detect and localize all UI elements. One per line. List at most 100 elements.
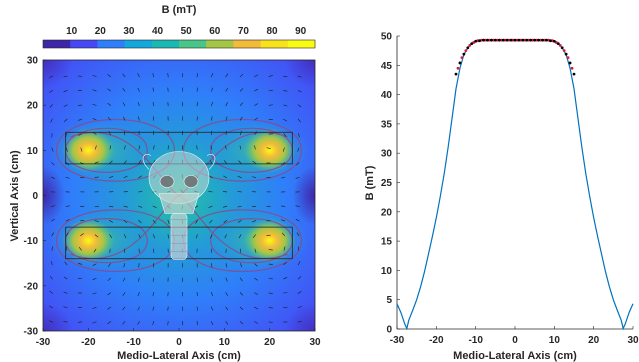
measured-point [545, 38, 548, 42]
line-x-tick-label: -30 [390, 335, 405, 346]
measured-point [478, 39, 481, 43]
heatmap-x-tick-label: 10 [219, 337, 231, 348]
heatmap-field [43, 60, 315, 331]
heatmap-x-tick-label: -30 [36, 337, 51, 348]
line-y-tick-label: 45 [381, 61, 393, 72]
line-y-tick-label: 30 [381, 149, 393, 160]
fit-point [523, 38, 527, 42]
colorbar-label: B (mT) [162, 4, 197, 16]
fit-point [527, 38, 531, 42]
hotspots [62, 128, 296, 263]
measured-point [505, 38, 509, 42]
heatmap-y-tick-label: -10 [24, 236, 39, 247]
hotspot [243, 128, 296, 173]
measured-point [541, 38, 544, 42]
measured-point [552, 39, 556, 43]
heatmap-y-ticks: 30 20 10 0 -10 -20 -30 [24, 56, 46, 338]
measured-point [517, 38, 521, 42]
colorbar-tick-label: 20 [95, 26, 107, 37]
line-x-tick-label: 10 [549, 335, 561, 346]
fit-point [566, 56, 570, 60]
colorbar-tick-label: 90 [295, 26, 307, 37]
line-panel: -30 -20 -10 0 10 20 30 0 5 10 15 20 25 30 35 40 45 50 Me… [364, 32, 639, 362]
fit-point [562, 49, 566, 53]
hotspot [62, 128, 115, 173]
heatmap-y-tick-label: 30 [27, 56, 39, 67]
line-x-ticks: -30 -20 -10 0 10 20 30 [390, 326, 639, 346]
line-y-tick-label: 15 [381, 237, 393, 248]
fit-point [464, 49, 468, 53]
heatmap-y-tick-label: -20 [24, 281, 39, 292]
measured-point [533, 38, 537, 42]
fit-point [570, 66, 574, 70]
fit-point [456, 66, 460, 70]
line-series [396, 38, 634, 331]
heatmap-panel: B (mT) 10 20 30 40 50 60 70 80 90 -30 -20 -10 0 10 20… [9, 4, 321, 362]
heatmap-x-tick-label: 30 [309, 337, 321, 348]
measured-point [501, 38, 505, 42]
colorbar-tick-label: 70 [238, 26, 250, 37]
line-y-tick-label: 35 [381, 119, 393, 130]
measured-point [466, 46, 470, 50]
fit-point [495, 38, 499, 42]
measured-point [486, 38, 489, 42]
line-y-tick-label: 25 [381, 178, 393, 189]
line-y-tick-label: 5 [386, 295, 392, 306]
measured-point [549, 39, 552, 43]
line-y-tick-label: 0 [386, 325, 392, 336]
fit-point [515, 38, 519, 42]
fit-point [491, 38, 495, 42]
fit-point [468, 43, 472, 47]
fit-point [484, 38, 487, 42]
fit-point [543, 38, 546, 42]
heatmap-x-tick-label: -10 [126, 337, 141, 348]
fit-point [531, 38, 535, 42]
heatmap-x-tick-label: 0 [176, 337, 182, 348]
heatmap-x-ticks: -30 -20 -10 0 10 20 30 [36, 328, 321, 348]
measured-point [458, 61, 462, 65]
line-y-tick-label: 40 [381, 90, 393, 101]
line-x-tick-label: -20 [429, 335, 444, 346]
measured-point [560, 46, 564, 50]
line-y-tick-label: 50 [381, 32, 393, 43]
colorbar-tick-label: 60 [209, 26, 221, 37]
heatmap-y-label: Vertical Axis (cm) [9, 150, 21, 242]
fit-point [511, 38, 515, 42]
measured-point [509, 38, 513, 42]
line-y-ticks: 0 5 10 15 20 25 30 35 40 45 50 [381, 32, 400, 336]
measured-point [490, 38, 493, 42]
line-x-tick-label: 0 [512, 335, 518, 346]
heatmap-x-tick-label: -20 [81, 337, 96, 348]
line-y-tick-label: 20 [381, 207, 393, 218]
heatmap-x-tick-label: 20 [264, 337, 276, 348]
measured-point [454, 72, 458, 76]
measured-point [521, 38, 525, 42]
measured-point [474, 39, 478, 43]
measured-point [568, 61, 572, 65]
measured-point [564, 52, 568, 56]
fit-point [558, 43, 562, 47]
line-x-tick-label: 30 [627, 335, 639, 346]
line-x-tick-label: 20 [588, 335, 600, 346]
line-y-tick-label: 10 [381, 266, 393, 277]
hotspot [243, 218, 296, 263]
measured-point [537, 38, 540, 42]
heatmap-x-label: Medio-Lateral Axis (cm) [117, 350, 241, 362]
fit-point [519, 38, 523, 42]
fit-point [503, 38, 507, 42]
colorbar-tick-label: 40 [152, 26, 164, 37]
hotspot [62, 218, 115, 263]
measured-point [525, 38, 529, 42]
skull-model [142, 151, 216, 260]
measured-point [556, 42, 560, 46]
measured-point [482, 38, 485, 42]
measured-point [470, 42, 474, 46]
fit-point [535, 38, 539, 42]
colorbar-ticks: 10 20 30 40 50 60 70 80 90 [66, 26, 307, 37]
line-x-tick-label: -10 [468, 335, 483, 346]
measured-point [529, 38, 533, 42]
line-x-label: Medio-Lateral Axis (cm) [453, 350, 577, 362]
fit-point [507, 38, 511, 42]
heatmap-y-tick-label: -30 [24, 327, 39, 338]
